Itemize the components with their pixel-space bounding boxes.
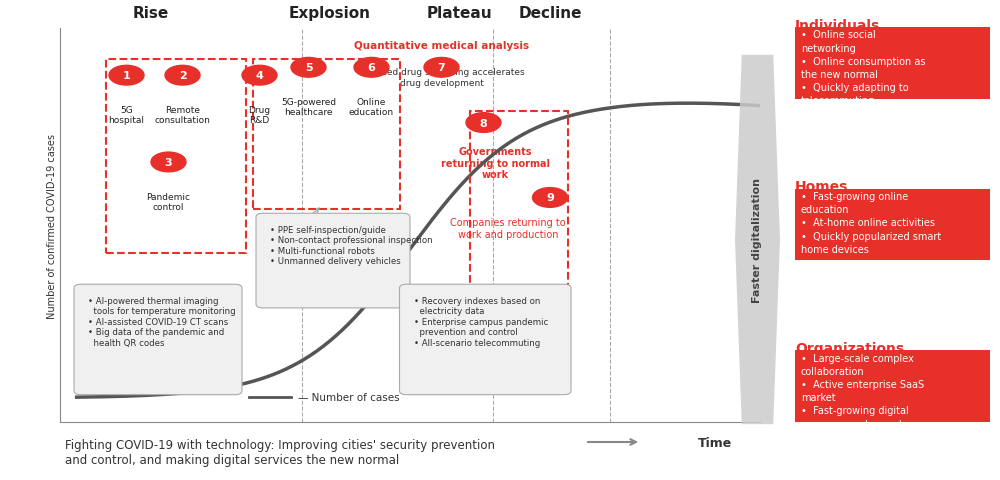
Circle shape [151,153,186,172]
Circle shape [165,66,200,86]
Text: Fighting COVID-19 with technology: Improving cities' security prevention
and con: Fighting COVID-19 with technology: Impro… [65,438,495,466]
Text: 7: 7 [438,63,445,73]
Text: 3: 3 [165,157,172,168]
Text: Homes: Homes [795,180,848,194]
Text: Organizations: Organizations [795,341,904,355]
Text: Quantitative medical analysis: Quantitative medical analysis [354,41,529,50]
Text: — Number of cases: — Number of cases [298,392,400,402]
FancyBboxPatch shape [795,350,990,422]
Text: 8: 8 [480,118,487,128]
Text: Individuals: Individuals [795,19,880,33]
Circle shape [109,66,144,86]
Text: • PPE self-inspection/guide
• Non-contact professional inspection
• Multi-functi: • PPE self-inspection/guide • Non-contac… [270,226,433,266]
Circle shape [242,66,277,86]
Text: 2: 2 [179,71,186,81]
Text: 6: 6 [368,63,375,73]
FancyBboxPatch shape [795,189,990,261]
Text: 5G-powered
healthcare: 5G-powered healthcare [281,98,336,117]
Text: Rise: Rise [133,6,169,21]
Text: Pandemic
control: Pandemic control [146,192,190,212]
Circle shape [291,59,326,78]
Circle shape [532,188,568,208]
FancyBboxPatch shape [400,285,571,395]
Text: • Recovery indexes based on
  electricity data
• Enterprise campus pandemic
  pr: • Recovery indexes based on electricity … [414,297,548,347]
Text: •  Large-scale complex
collaboration
•  Active enterprise SaaS
market
•  Fast-gr: • Large-scale complex collaboration • Ac… [801,353,924,429]
Text: •  Fast-growing online
education
•  At-home online activities
•  Quickly popular: • Fast-growing online education • At-hom… [801,192,941,254]
Circle shape [466,113,501,133]
Text: Explosion: Explosion [288,6,370,21]
FancyBboxPatch shape [795,28,990,99]
Text: Decline: Decline [518,6,582,21]
Circle shape [424,59,459,78]
Text: Drug
R&D: Drug R&D [248,106,271,125]
Text: Online
education: Online education [349,98,394,117]
Text: 9: 9 [546,193,554,203]
FancyBboxPatch shape [74,285,242,395]
Text: •  Online social
networking
•  Online consumption as
the new normal
•  Quickly a: • Online social networking • Online cons… [801,30,925,106]
Text: Remote
consultation: Remote consultation [155,106,210,125]
Text: Governments
returning to normal
work: Governments returning to normal work [441,147,550,180]
Text: 5: 5 [305,63,312,73]
Y-axis label: Number of confirmed COVID-19 cases: Number of confirmed COVID-19 cases [47,133,57,318]
Text: 4: 4 [256,71,263,81]
Text: Companies returning to
work and production: Companies returning to work and producti… [450,218,566,240]
Circle shape [354,59,389,78]
Text: Time: Time [698,435,732,449]
Text: • AI-powered thermal imaging
  tools for temperature monitoring
• AI-assisted CO: • AI-powered thermal imaging tools for t… [88,297,236,347]
Text: 5G
hospital: 5G hospital [108,106,144,125]
Text: Plateau: Plateau [426,6,492,21]
Polygon shape [735,56,780,424]
FancyBboxPatch shape [256,214,410,308]
Text: AI-based drug screening accelerates
drug development: AI-based drug screening accelerates drug… [359,68,524,87]
Text: Faster digitalization: Faster digitalization [753,178,763,302]
Text: 1: 1 [123,71,130,81]
